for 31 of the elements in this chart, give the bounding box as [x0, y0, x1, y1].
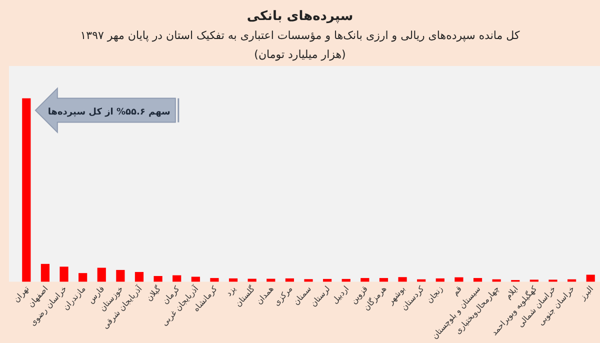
bar: [304, 279, 313, 282]
x-tick-label: البرز: [577, 284, 596, 302]
bar: [40, 264, 50, 282]
bar: [172, 275, 182, 282]
chart-subtitle: کل مانده سپرده‌های ریالی و ارزی بانک‌ها و مؤسسات اعتباری به تفکیک استان در پایان مهر ۱۳۹۷: [80, 29, 521, 42]
bar: [116, 270, 125, 282]
chart-title: سپرده‌های بانکی: [246, 9, 354, 24]
bar: [586, 274, 595, 282]
x-tick-label: زنجان: [424, 284, 445, 305]
bar: [398, 277, 407, 282]
x-tick-label: ایلام: [504, 284, 520, 301]
x-tick-label: تهران: [12, 284, 31, 304]
bar: [134, 272, 144, 282]
bar: [473, 278, 482, 282]
bar: [60, 266, 68, 282]
bar: [210, 278, 219, 282]
x-tick-label: سمنان: [292, 284, 314, 307]
annotation: سهم ۵۵.۶% از کل سپرده‌ها: [48, 107, 171, 118]
x-tick-label: همدان: [254, 284, 276, 306]
text: (هزار میلیارد تومان): [254, 48, 346, 61]
bar: [78, 273, 88, 282]
bar: [22, 98, 31, 282]
bar: [360, 278, 370, 282]
x-tick-label: یزد: [224, 284, 238, 298]
bar: [379, 278, 388, 282]
x-tick-label: گیلان: [144, 284, 163, 303]
bar: [154, 276, 162, 282]
bar: [97, 268, 106, 282]
bar: [191, 276, 200, 282]
x-tick-label: اردبیل: [330, 284, 351, 306]
bar: [454, 277, 464, 282]
